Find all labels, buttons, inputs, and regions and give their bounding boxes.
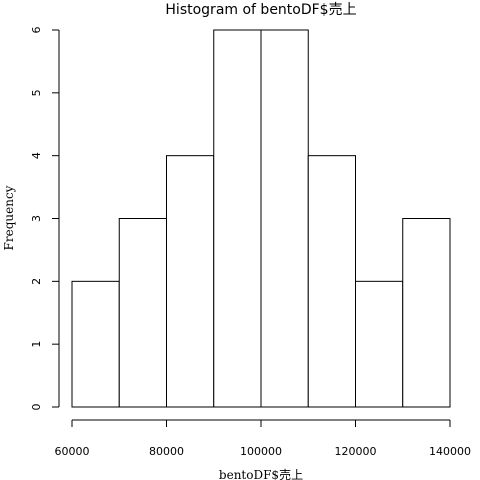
histogram-bar-0 <box>71 280 120 408</box>
histogram-bar-7 <box>402 218 451 408</box>
histogram-bar-2 <box>166 155 215 408</box>
x-tick-label-2: 100000 <box>240 445 282 458</box>
y-tick-label-2: 2 <box>30 278 43 285</box>
y-tick-label-3: 3 <box>30 215 43 222</box>
bars-group <box>71 29 451 408</box>
histogram-bar-5 <box>307 155 356 408</box>
histogram-bar-3 <box>213 29 262 408</box>
y-tick-label-4: 4 <box>30 152 43 159</box>
histogram-bar-6 <box>355 280 404 408</box>
y-tick-label-5: 5 <box>30 89 43 96</box>
histogram-bar-4 <box>260 29 309 408</box>
x-tick-label-1: 80000 <box>149 445 184 458</box>
y-tick-label-6: 6 <box>30 27 43 34</box>
histogram-bar-1 <box>118 218 167 408</box>
y-tick-label-1: 1 <box>30 341 43 348</box>
x-tick-label-0: 60000 <box>55 445 90 458</box>
y-tick-label-0: 0 <box>30 404 43 411</box>
y-axis-label: Frequency <box>2 185 16 250</box>
x-tick-label-4: 140000 <box>429 445 471 458</box>
x-tick-label-3: 120000 <box>335 445 377 458</box>
y-axis-ticks: 0 1 2 3 4 5 6 <box>30 27 59 411</box>
chart-title: Histogram of bentoDF$売上 <box>165 2 356 18</box>
x-axis-label: bentoDF$売上 <box>219 467 303 480</box>
x-axis-ticks: 60000 80000 100000 120000 140000 <box>55 420 471 458</box>
